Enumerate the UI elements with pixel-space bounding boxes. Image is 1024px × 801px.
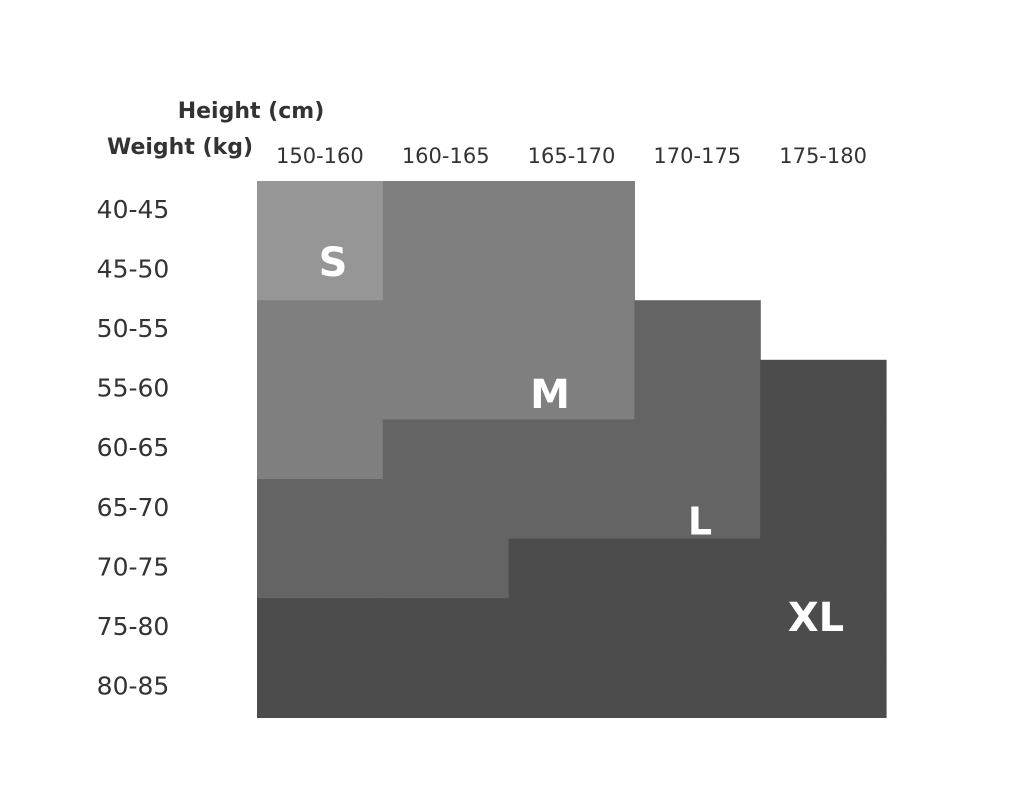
size-cell: [508, 657, 635, 718]
size-cell: [634, 419, 761, 480]
size-cell: [508, 419, 635, 480]
size-cell: [634, 657, 761, 718]
column-label: 165-170: [528, 144, 616, 168]
size-cell: [634, 300, 761, 361]
size-cell: [508, 300, 635, 361]
row-label: 40-45: [97, 195, 170, 224]
size-cell: [634, 479, 761, 540]
size-cell: [634, 538, 761, 599]
size-cell: [508, 240, 635, 301]
size-cell: [257, 479, 384, 540]
size-cell: [508, 181, 635, 242]
column-label: 175-180: [779, 144, 867, 168]
size-label: S: [319, 240, 348, 286]
size-cell: [382, 240, 510, 301]
size-cell: [382, 598, 510, 659]
size-cell: [257, 181, 384, 242]
row-label: 55-60: [97, 374, 170, 403]
row-label: 80-85: [97, 672, 170, 701]
column-label: 150-160: [276, 144, 364, 168]
size-cell: [382, 181, 510, 242]
size-cell: [382, 657, 510, 718]
size-cell: [257, 538, 384, 599]
size-cell: [382, 538, 510, 599]
size-cell: [257, 359, 384, 420]
size-label: L: [688, 500, 712, 544]
weight-header: Weight (kg): [107, 135, 253, 160]
size-cell: [760, 359, 887, 420]
size-cell: [257, 657, 384, 718]
size-cell: [508, 479, 635, 540]
size-cell: [760, 479, 887, 540]
size-cell: [257, 598, 384, 659]
size-cell: [257, 300, 384, 361]
size-cell: [760, 538, 887, 599]
size-cell: [508, 359, 635, 420]
size-cell: [760, 657, 887, 718]
size-cell: [508, 538, 635, 599]
row-label: 65-70: [97, 493, 170, 522]
size-label: M: [530, 372, 570, 418]
size-cell: [382, 419, 510, 480]
size-label: XL: [788, 595, 844, 641]
column-label: 160-165: [402, 144, 490, 168]
size-cell: [257, 240, 384, 301]
size-cell: [382, 479, 510, 540]
row-label: 60-65: [97, 433, 170, 462]
size-cell: [760, 419, 887, 480]
size-cell: [382, 359, 510, 420]
height-header: Height (cm): [178, 99, 325, 124]
size-cell: [634, 598, 761, 659]
row-label: 75-80: [97, 612, 170, 641]
row-label: 70-75: [97, 552, 170, 581]
size-cell: [760, 598, 887, 659]
size-cell: [508, 598, 635, 659]
size-cell: [382, 300, 510, 361]
column-label: 170-175: [653, 144, 741, 168]
size-cell: [257, 419, 384, 480]
row-label: 45-50: [97, 254, 170, 283]
size-cell: [634, 359, 761, 420]
row-label: 50-55: [97, 314, 170, 343]
